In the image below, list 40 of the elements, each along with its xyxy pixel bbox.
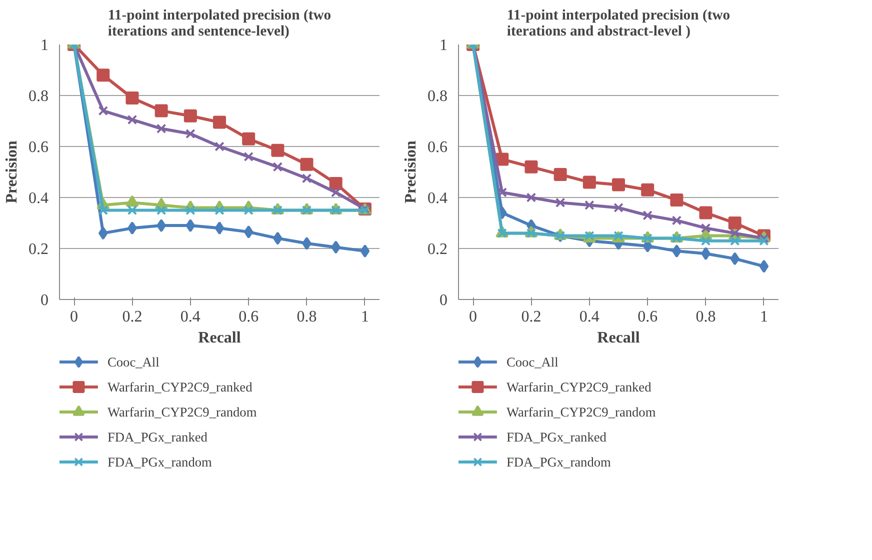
x-tick-label: 0.8: [296, 308, 317, 326]
x-tick-label: 0.2: [122, 308, 142, 326]
y-tick-label: 0.4: [428, 190, 448, 207]
legend-label: FDA_PGx_random: [108, 454, 213, 470]
y-tick-label: 0: [440, 292, 448, 309]
legend-label: Warfarin_CYP2C9_ranked: [108, 380, 253, 394]
y-tick-label: 0.8: [428, 88, 448, 105]
x-tick-label: 0.2: [521, 308, 542, 326]
y-tick-label: 0.6: [28, 139, 48, 156]
legend-label: Warfarin_CYP2C9_random: [108, 404, 258, 420]
y-tick-label: 0.6: [428, 139, 448, 156]
x-axis-title: Recall: [597, 330, 640, 346]
legend-label: Warfarin_CYP2C9_ranked: [506, 380, 652, 394]
x-axis-title: Recall: [198, 330, 242, 346]
x-tick-label: 0.4: [180, 308, 200, 326]
legend-label: FDA_PGx_ranked: [108, 430, 208, 444]
chart-title: 11-point interpolated precision (two iterations and abstract-level ): [506, 8, 730, 40]
x-tick-label: 0.4: [579, 308, 600, 326]
legend-label: Cooc_All: [108, 354, 160, 370]
y-tick-label: 1: [40, 37, 48, 54]
y-tick-label: 0: [40, 292, 48, 309]
x-tick-label: 1: [760, 308, 768, 326]
y-axis-title: Precision: [4, 140, 20, 204]
x-tick-label: 0.6: [238, 308, 259, 326]
x-tick-label: 0: [70, 308, 78, 326]
legend-label: Warfarin_CYP2C9_random: [506, 404, 656, 420]
legend-label: Cooc_All: [506, 354, 559, 370]
y-tick-label: 0.4: [28, 190, 48, 207]
legend-label: FDA_PGx_random: [506, 454, 612, 470]
y-tick-label: 0.2: [28, 241, 48, 258]
legend-label: FDA_PGx_ranked: [506, 430, 607, 444]
y-tick-label: 0.2: [428, 241, 448, 258]
x-tick-label: 1: [360, 308, 369, 326]
y-tick-label: 1: [440, 37, 448, 54]
x-tick-label: 0.6: [638, 308, 658, 326]
x-tick-label: 0.8: [696, 308, 716, 326]
y-axis-title: Precision: [402, 140, 420, 204]
x-tick-label: 0: [469, 308, 478, 326]
chart-title: 11-point interpolated precision (two iterations and sentence-level): [108, 8, 332, 40]
y-tick-label: 0.8: [28, 88, 48, 105]
